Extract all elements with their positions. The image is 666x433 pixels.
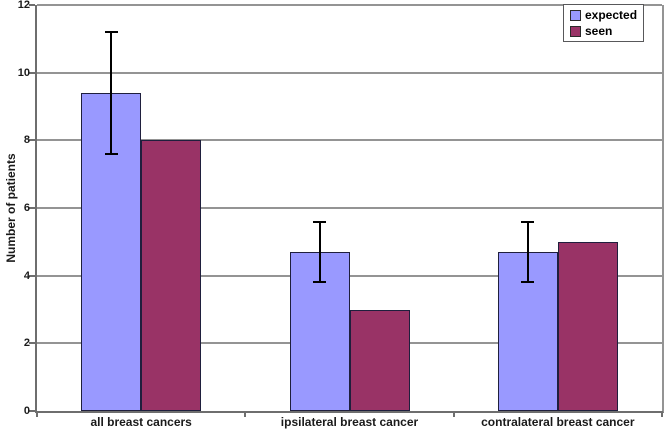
error-bar-cap-bottom xyxy=(521,281,535,284)
error-bar-line xyxy=(318,221,321,283)
y-axis-tick-label: 2 xyxy=(23,337,30,350)
bar-seen xyxy=(557,241,618,411)
y-axis-tick xyxy=(29,410,35,412)
y-axis-tick-label: 12 xyxy=(17,0,30,11)
legend-swatch-seen-icon xyxy=(570,26,581,37)
gridline xyxy=(37,71,662,74)
legend-label-expected: expected xyxy=(585,8,638,22)
y-axis-tick xyxy=(29,4,35,6)
gridline xyxy=(37,207,662,209)
legend-label-seen: seen xyxy=(585,24,613,38)
bar-seen xyxy=(349,309,410,411)
error-bar-cap-top xyxy=(104,31,118,34)
gridline xyxy=(37,274,662,277)
gridline xyxy=(37,139,662,142)
error-bar-cap-top xyxy=(521,220,535,223)
error-bar-cap-bottom xyxy=(313,281,326,284)
y-axis-tick-label: 4 xyxy=(23,269,30,282)
y-axis-tick-label: 8 xyxy=(23,134,30,147)
x-axis-tick xyxy=(244,411,247,417)
bar-seen xyxy=(141,140,202,411)
legend-item-expected: expected xyxy=(570,9,637,22)
y-axis-tick-label: 10 xyxy=(17,66,30,79)
error-bar-cap-bottom xyxy=(104,152,118,155)
y-axis-tick xyxy=(29,274,35,277)
x-category-label-contralateral: contralateral breast cancer xyxy=(481,415,635,429)
y-axis-tick xyxy=(29,71,35,74)
x-category-label-all: all breast cancers xyxy=(90,415,192,429)
error-bar-cap-top xyxy=(313,220,326,223)
x-axis-tick xyxy=(452,411,455,417)
x-axis-tick xyxy=(36,411,38,417)
error-bar-line xyxy=(110,32,113,154)
plot-area xyxy=(29,4,664,417)
x-category-label-ipsilateral: ipsilateral breast cancer xyxy=(280,415,419,429)
legend-item-seen: seen xyxy=(570,25,637,38)
y-axis-tick-label: 6 xyxy=(23,202,30,214)
legend: expected seen xyxy=(563,4,645,42)
x-axis-tick xyxy=(661,411,663,417)
gridline xyxy=(37,4,662,6)
legend-swatch-expected-icon xyxy=(570,10,581,21)
y-axis-tick xyxy=(29,139,35,142)
y-axis-tick xyxy=(29,207,35,209)
y-axis-tick-label: 0 xyxy=(23,405,30,417)
y-axis-tick xyxy=(29,342,35,345)
error-bar-line xyxy=(526,221,529,283)
